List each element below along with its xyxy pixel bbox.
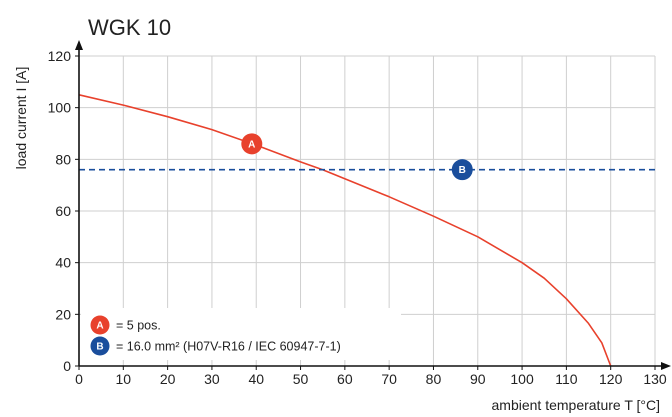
x-tick-label: 50: [293, 371, 309, 387]
y-tick-label: 40: [55, 255, 71, 271]
y-tick-label: 60: [55, 203, 71, 219]
legend-marker-label: B: [96, 342, 103, 353]
x-tick-label: 100: [510, 371, 534, 387]
x-tick-label: 90: [470, 371, 486, 387]
legend-entry-text: = 5 pos.: [116, 319, 161, 333]
x-tick-label: 70: [381, 371, 397, 387]
y-tick-label: 0: [63, 358, 71, 374]
legend-background: [81, 308, 401, 360]
x-tick-label: 60: [337, 371, 353, 387]
tick-labels: 0 10 20 30 40 50 60 70 80 90 100 110 120 130 0 20 40 60 80…: [48, 48, 667, 387]
legend-entry-text: = 16.0 mm² (H07V-R16 / IEC 60947-7-1): [116, 340, 341, 354]
x-tick-label: 0: [75, 371, 83, 387]
x-tick-label: 110: [555, 371, 578, 387]
series-marker-label: A: [248, 139, 255, 150]
x-axis-arrow: [661, 362, 671, 370]
x-axis-title: ambient temperature T [°C]: [492, 397, 661, 413]
chart-title: WGK 10: [88, 15, 171, 40]
x-tick-label: 30: [204, 371, 220, 387]
y-tick-label: 20: [55, 306, 71, 322]
x-tick-label: 120: [599, 371, 623, 387]
series-markers: AB: [241, 133, 473, 181]
legend: A = 5 pos. B = 16.0 mm² (H07V-R16 / IEC 609…: [81, 308, 401, 360]
x-tick-label: 10: [116, 371, 132, 387]
x-tick-label: 40: [248, 371, 264, 387]
y-axis-arrow: [75, 40, 83, 50]
x-tick-label: 130: [643, 371, 667, 387]
y-axis-title: load current I [A]: [13, 67, 29, 170]
x-tick-label: 20: [160, 371, 176, 387]
legend-marker-a: [90, 315, 110, 335]
x-tick-label: 80: [426, 371, 442, 387]
series-marker-a: [241, 133, 263, 155]
series-marker-b: [451, 159, 473, 181]
series-line-a: [78, 94, 612, 367]
series-marker-label: B: [459, 165, 466, 176]
series-group: [78, 94, 655, 367]
y-tick-label: 100: [48, 100, 72, 116]
y-tick-label: 120: [48, 48, 72, 64]
legend-marker-b: [90, 336, 110, 356]
legend-marker-label: A: [96, 321, 103, 332]
y-tick-label: 80: [55, 151, 71, 167]
axes: [75, 40, 671, 370]
